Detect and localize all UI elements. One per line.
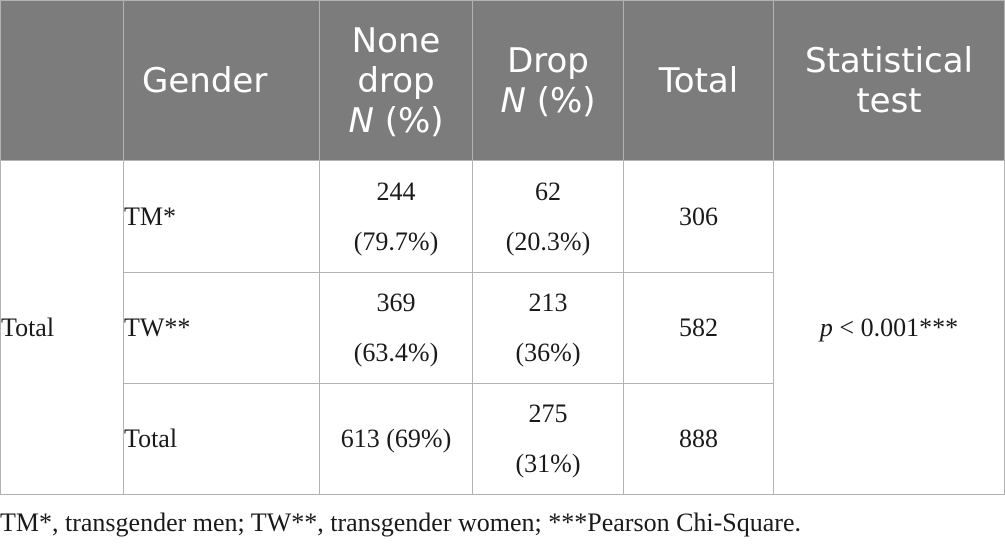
header-drop: Drop N (%) [472,0,624,161]
none-drop-cell: 613 (69%) [319,383,473,495]
drop-count: 275 [528,399,568,428]
table-footnote: TM*, transgender men; TW**, transgender … [0,508,801,537]
p-symbol: p [819,312,833,342]
none-drop-cell: 369 (63.4%) [319,272,473,384]
header-empty-cell [0,0,124,161]
p-value: < 0.001*** [832,312,959,342]
drop-count: 213 [528,288,568,317]
header-statistical-test: Statistical test [773,0,1005,161]
header-drop-line2: N (%) [473,81,623,121]
header-drop-pct: (%) [525,80,596,121]
header-row: Gender None drop N (%) Drop N (%) Total … [0,0,1005,161]
table-row: TW** 369 (63.4%) 213 (36%) 582 [1,272,1005,384]
header-stat-line1: Statistical [805,40,973,81]
drop-count: 62 [535,176,561,206]
none-drop-percent: (79.7%) [353,226,439,256]
header-none-drop-pct: (%) [373,100,444,141]
header-none-drop-line2: drop [357,60,435,101]
table-row: Total 613 (69%) 275 (31%) 888 [1,383,1005,495]
none-drop-count: 244 [376,176,416,206]
total-cell: 888 [623,383,774,495]
drop-cell: 213 (36%) [472,272,624,384]
drop-percent: (31%) [515,449,581,478]
header-none-drop-line1: None [351,20,441,61]
header-none-drop-n: N [348,100,374,141]
header-none-drop-line3: N (%) [320,101,472,141]
table-row: Total TM* 244 (79.7%) 62 (20.3%) 306 p <… [0,160,1005,495]
gender-cell: TW** [123,272,320,384]
none-drop-count: 369 [376,288,416,317]
none-drop-cell: 244 (79.7%) [319,160,473,273]
total-cell: 582 [623,272,774,384]
drop-cell: 62 (20.3%) [472,160,624,273]
header-drop-line1: Drop [507,40,589,81]
gender-cell: Total [123,383,320,495]
drop-cell: 275 (31%) [472,383,624,495]
results-table: Gender None drop N (%) Drop N (%) Total … [0,0,1005,495]
header-total: Total [623,0,774,161]
header-stat-line2: test [856,80,922,121]
gender-cell: TM* [123,160,320,273]
drop-percent: (36%) [515,338,581,367]
statistical-test-cell: p < 0.001*** [773,160,1005,495]
group-label-cell: Total [0,160,124,495]
header-gender: Gender [123,0,320,161]
header-none-drop: None drop N (%) [319,0,473,161]
none-drop-percent: (63.4%) [353,338,439,367]
drop-percent: (20.3%) [505,226,591,256]
header-drop-n: N [500,80,526,121]
total-cell: 306 [623,160,774,273]
